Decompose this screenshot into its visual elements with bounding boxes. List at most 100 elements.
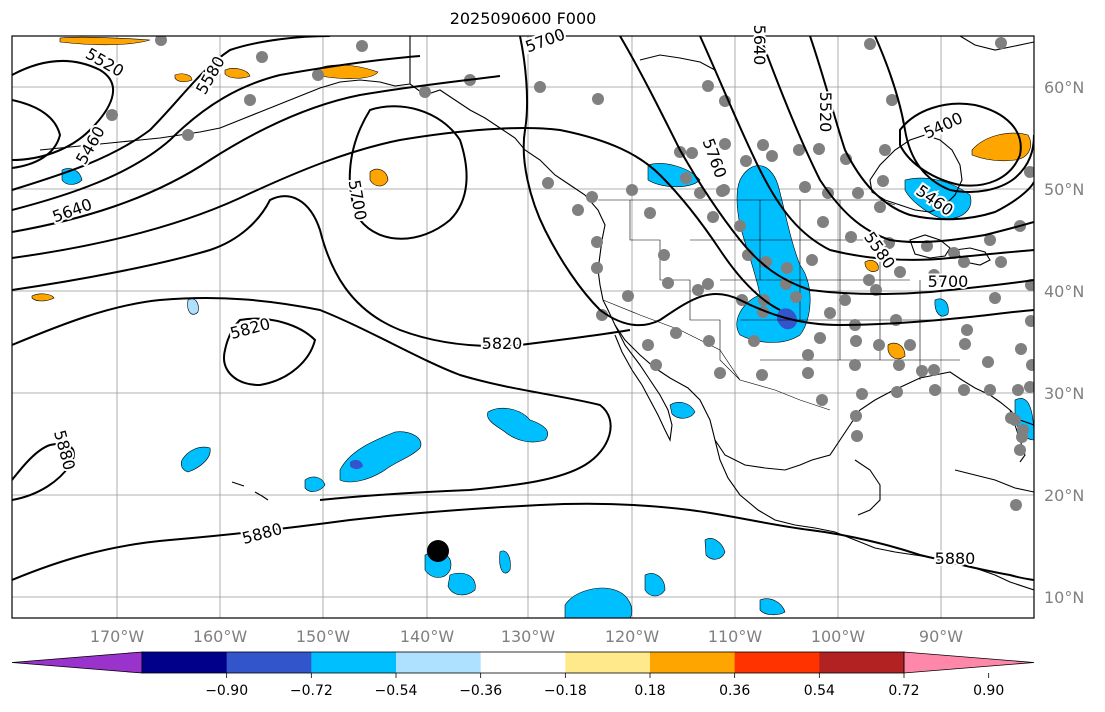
station-dot (845, 231, 857, 243)
contour-label-text: 5580 (192, 53, 229, 98)
positive-anomaly-plains (887, 342, 906, 360)
longitude-label: 140°W (400, 627, 455, 646)
station-dot (893, 359, 905, 371)
negative-anomaly-gulf (669, 402, 696, 419)
station-dot (622, 290, 634, 302)
station-dot (874, 201, 886, 213)
station-dot (1024, 166, 1034, 178)
station-dot (852, 187, 864, 199)
station-dot (1024, 381, 1034, 393)
station-dot (928, 364, 940, 376)
contour-label-text: 5700 (345, 178, 371, 221)
contour-label-text: 5640 (50, 195, 95, 227)
contour-label-text: 5640 (750, 25, 769, 66)
station-dot (781, 262, 793, 274)
station-dot (686, 147, 698, 159)
latitude-labels: 60°N 50°N 40°N 30°N 20°N 10°N (1044, 78, 1084, 607)
station-dot (850, 335, 862, 347)
station-dot (670, 327, 682, 339)
contour-label: 5700 (343, 176, 373, 223)
station-dot (813, 143, 825, 155)
station-dot (959, 338, 971, 350)
station-dot (921, 240, 933, 252)
contour-label: 5580 (190, 51, 231, 100)
station-dot (703, 335, 715, 347)
station-dot (1014, 444, 1026, 456)
negative-anomaly-south-4 (704, 538, 726, 560)
negative-anomaly-south-6 (759, 598, 786, 616)
station-dot (824, 307, 836, 319)
colorbar-tick-label: −0.54 (375, 683, 418, 699)
station-dot (718, 184, 730, 196)
station-dot (802, 367, 814, 379)
station-dot (790, 291, 802, 303)
station-dot (534, 81, 546, 93)
negative-anomaly-small-1 (187, 298, 199, 315)
contour-label: 5640 (48, 193, 97, 229)
colorbar-tick-label: 0.72 (888, 683, 919, 699)
station-dot (1012, 384, 1024, 396)
negative-anomaly-pacific-5 (304, 476, 326, 492)
station-dot (904, 339, 916, 351)
colorbar-swatch (734, 652, 820, 673)
station-dot (692, 284, 704, 296)
station-dot (756, 369, 768, 381)
contour-label: 5880 (933, 547, 978, 570)
coastlines (39, 36, 1034, 591)
station-dot (984, 234, 996, 246)
longitude-label: 130°W (501, 627, 556, 646)
height-contours (12, 36, 1034, 581)
station-dot (850, 410, 862, 422)
colorbar-swatch (565, 652, 651, 673)
latitude-label: 30°N (1044, 384, 1084, 403)
station-dot (244, 94, 256, 106)
station-dot (929, 384, 941, 396)
station-dot (719, 138, 731, 150)
station-dot (806, 254, 818, 266)
colorbar-swatch (226, 652, 312, 673)
colorbar-tick-label: 0.90 (973, 683, 1004, 699)
station-dot (658, 249, 670, 261)
station-dot (644, 207, 656, 219)
longitude-labels: 170°W 160°W 150°W 140°W 130°W 120°W 110°W 100°W… (90, 627, 963, 646)
negative-anomaly-nw (647, 163, 701, 188)
station-dot (680, 172, 692, 184)
contour-label: 5820 (226, 312, 274, 345)
storm-marker (427, 540, 449, 562)
station-dot (1005, 412, 1017, 424)
station-dot (356, 40, 368, 52)
negative-anomaly-hudson (904, 177, 972, 220)
station-dot (816, 394, 828, 406)
contour-label: 5520 (80, 42, 129, 83)
positive-anomaly-bering-3 (224, 68, 251, 79)
contour-label: 5400 (919, 106, 968, 144)
positive-anomaly-gulf-alaska (369, 168, 389, 187)
colorbar-tick-label: 0.18 (634, 683, 665, 699)
longitude-label: 110°W (708, 627, 763, 646)
station-dot (591, 262, 603, 274)
negative-anomaly-small-3 (499, 550, 511, 574)
station-dot (928, 269, 940, 281)
station-dot (740, 155, 752, 167)
station-dot (182, 129, 194, 141)
positive-anomaly-bering-1 (314, 64, 379, 79)
station-dot (849, 359, 861, 371)
station-dot (702, 80, 714, 92)
station-dot (851, 430, 863, 442)
map-frame (11, 35, 1035, 619)
negative-anomaly-pacific-1 (487, 407, 549, 443)
contour-label: 5520 (814, 90, 837, 135)
station-dot (1026, 359, 1034, 371)
station-dot (802, 349, 814, 361)
negative-anomaly-pacific-3 (350, 459, 363, 469)
station-dot (948, 247, 960, 259)
station-dot (734, 220, 746, 232)
station-dot (793, 144, 805, 156)
longitude-label: 150°W (296, 627, 351, 646)
colorbar-swatch (819, 652, 905, 673)
station-dot (863, 274, 875, 286)
negative-anomaly-small-2 (934, 298, 949, 317)
colorbar-tick-label: 0.36 (719, 683, 750, 699)
station-dot (894, 266, 906, 278)
station-dot (542, 177, 554, 189)
